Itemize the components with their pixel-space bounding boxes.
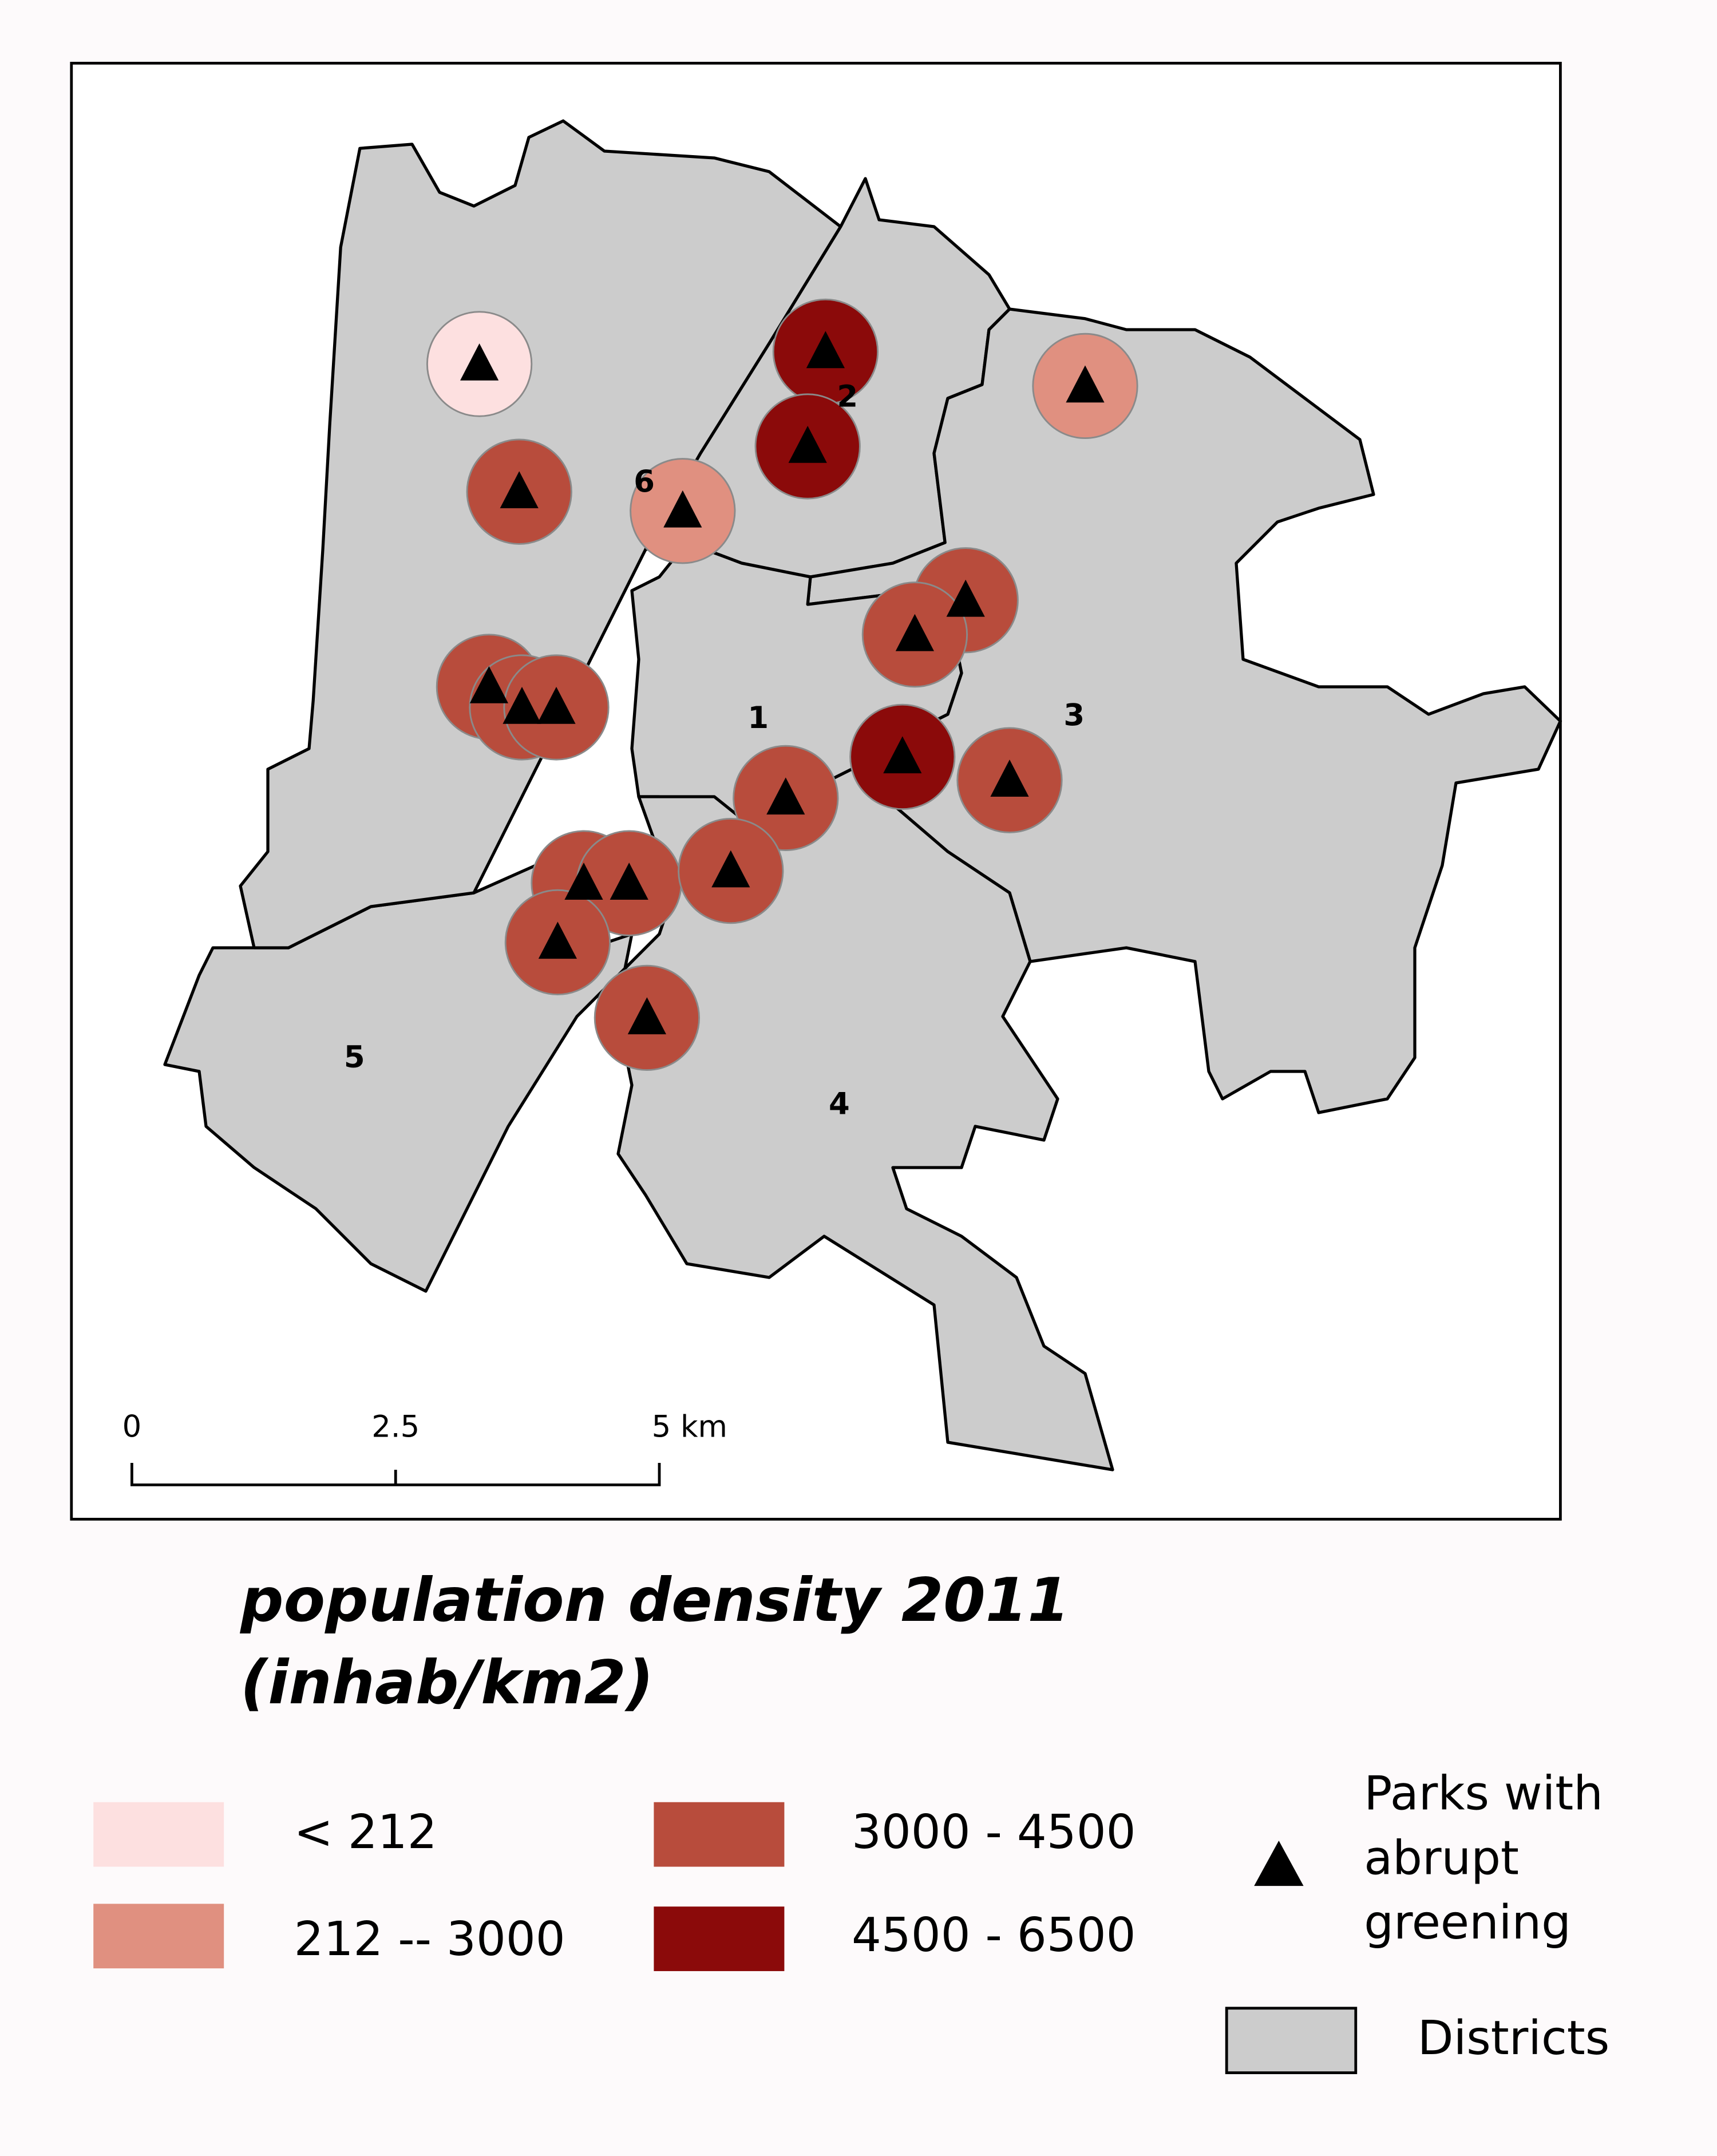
district-label: 2 <box>837 379 858 414</box>
scale-label: 5 km <box>652 1409 727 1444</box>
legend-label: Districts <box>1418 2011 1610 2066</box>
park-triangle <box>538 921 577 959</box>
legend: < 212 212 -- 3000 3000 - 4500 4500 - 650… <box>93 1767 1610 2074</box>
park-triangle <box>788 425 827 463</box>
legend-swatch <box>654 1906 785 1971</box>
parks <box>426 298 1138 1071</box>
park-triangle <box>883 736 922 774</box>
district-label: 6 <box>634 464 655 499</box>
legend-swatch <box>654 1802 785 1867</box>
park-triangle <box>537 686 576 724</box>
park-triangle <box>895 614 934 651</box>
legend-triangle <box>1254 1840 1304 1886</box>
park-triangle <box>990 759 1029 797</box>
legend-label: abrupt <box>1364 1831 1519 1885</box>
district <box>616 768 1114 1471</box>
park-triangle <box>711 850 750 888</box>
legend-swatch <box>93 1802 224 1867</box>
legend-swatch <box>93 1904 224 1969</box>
scale-line <box>130 1462 661 1486</box>
legend-swatch <box>1225 2007 1358 2074</box>
park-triangle <box>946 579 985 617</box>
district-label: 5 <box>344 1040 365 1075</box>
district-label: 3 <box>1063 698 1085 733</box>
legend-label: 3000 - 4500 <box>852 1805 1136 1860</box>
park-triangle <box>460 343 499 381</box>
park-triangle <box>806 331 845 369</box>
scale-label: 0 <box>122 1409 142 1444</box>
park-triangle <box>1066 365 1105 403</box>
park-triangle <box>663 490 702 528</box>
park-triangle <box>503 686 541 724</box>
park-triangle <box>564 863 603 900</box>
park-triangle <box>766 777 805 815</box>
legend-label: Parks with <box>1364 1767 1603 1821</box>
map-title: population density 2011 <box>239 1565 1070 1635</box>
map-subtitle: (inhab/km2) <box>240 1647 654 1718</box>
legend-label: greening <box>1364 1896 1571 1950</box>
park-triangle <box>610 863 648 900</box>
park-triangle <box>469 666 509 703</box>
park-triangle <box>500 471 539 508</box>
legend-label: 4500 - 6500 <box>852 1908 1136 1963</box>
district-label: 1 <box>747 701 769 735</box>
park-triangle <box>627 997 667 1035</box>
district-label: 4 <box>829 1087 850 1122</box>
scale-label: 2.5 <box>371 1409 420 1444</box>
scale-bar: 0 2.5 5 km <box>122 1409 727 1486</box>
district-labels: 1 2 3 4 5 6 <box>344 379 1085 1122</box>
legend-label: < 212 <box>294 1805 437 1860</box>
legend-label: 212 -- 3000 <box>294 1912 565 1967</box>
